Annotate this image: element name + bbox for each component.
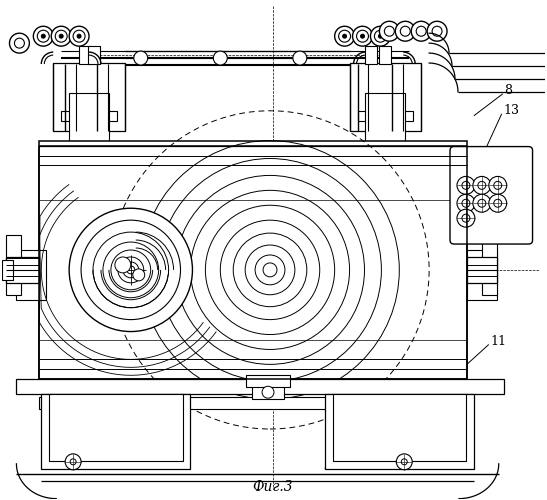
Circle shape [51, 26, 71, 46]
Circle shape [69, 26, 89, 46]
Bar [246, 376, 290, 387]
Circle shape [370, 26, 391, 46]
Circle shape [55, 30, 67, 42]
Bar [365, 46, 377, 64]
Circle shape [462, 182, 470, 190]
Text: 8: 8 [504, 84, 511, 98]
Circle shape [133, 269, 145, 281]
Circle shape [380, 22, 399, 41]
Circle shape [379, 34, 382, 38]
Circle shape [65, 454, 81, 470]
Circle shape [478, 182, 486, 190]
Circle shape [360, 34, 364, 38]
Bar [7, 257, 39, 283]
Circle shape [494, 182, 502, 190]
Circle shape [462, 200, 470, 207]
Bar [467, 257, 497, 283]
Bar [380, 46, 391, 64]
Circle shape [401, 459, 408, 465]
Circle shape [397, 454, 412, 470]
Circle shape [41, 34, 45, 38]
Bar [7, 235, 21, 294]
Circle shape [457, 209, 475, 227]
Circle shape [339, 30, 351, 42]
Bar [49, 394, 183, 461]
Bar [39, 140, 467, 380]
Bar [325, 394, 474, 469]
Bar [482, 235, 497, 294]
Bar [365, 93, 405, 140]
Circle shape [70, 459, 76, 465]
Circle shape [357, 30, 369, 42]
Bar [39, 397, 467, 409]
Circle shape [494, 200, 502, 207]
Circle shape [59, 34, 63, 38]
Circle shape [342, 34, 347, 38]
Circle shape [457, 176, 475, 194]
Circle shape [385, 26, 394, 36]
Circle shape [489, 194, 507, 212]
Circle shape [489, 176, 507, 194]
Bar [88, 46, 100, 64]
Bar [358, 111, 413, 120]
Circle shape [427, 22, 447, 41]
Circle shape [33, 26, 53, 46]
Circle shape [473, 194, 491, 212]
Bar [69, 93, 109, 140]
Text: 11: 11 [491, 335, 507, 348]
Circle shape [213, 51, 227, 65]
Circle shape [432, 26, 442, 36]
Circle shape [293, 51, 307, 65]
Circle shape [416, 26, 426, 36]
Bar [16, 380, 504, 394]
Bar [16, 250, 46, 300]
Circle shape [134, 51, 148, 65]
Circle shape [353, 26, 373, 46]
Circle shape [411, 22, 431, 41]
Circle shape [478, 200, 486, 207]
Circle shape [473, 176, 491, 194]
Bar [2, 260, 14, 280]
Bar [61, 111, 117, 120]
Circle shape [457, 194, 475, 212]
Text: Фиг.3: Фиг.3 [253, 480, 293, 494]
Bar [79, 46, 91, 64]
Circle shape [262, 386, 274, 398]
Bar [53, 63, 125, 130]
Bar [41, 394, 190, 469]
Circle shape [9, 33, 30, 53]
Circle shape [115, 257, 131, 273]
Text: 13: 13 [504, 104, 520, 118]
Circle shape [375, 30, 386, 42]
Bar [252, 380, 284, 399]
Circle shape [73, 30, 85, 42]
Circle shape [335, 26, 354, 46]
FancyBboxPatch shape [450, 146, 533, 244]
Circle shape [69, 208, 193, 332]
Circle shape [395, 22, 415, 41]
Circle shape [37, 30, 49, 42]
Circle shape [77, 34, 81, 38]
Bar [350, 63, 421, 130]
Circle shape [400, 26, 410, 36]
Bar [333, 394, 466, 461]
Bar [467, 250, 497, 300]
Circle shape [462, 214, 470, 222]
Circle shape [14, 38, 25, 48]
